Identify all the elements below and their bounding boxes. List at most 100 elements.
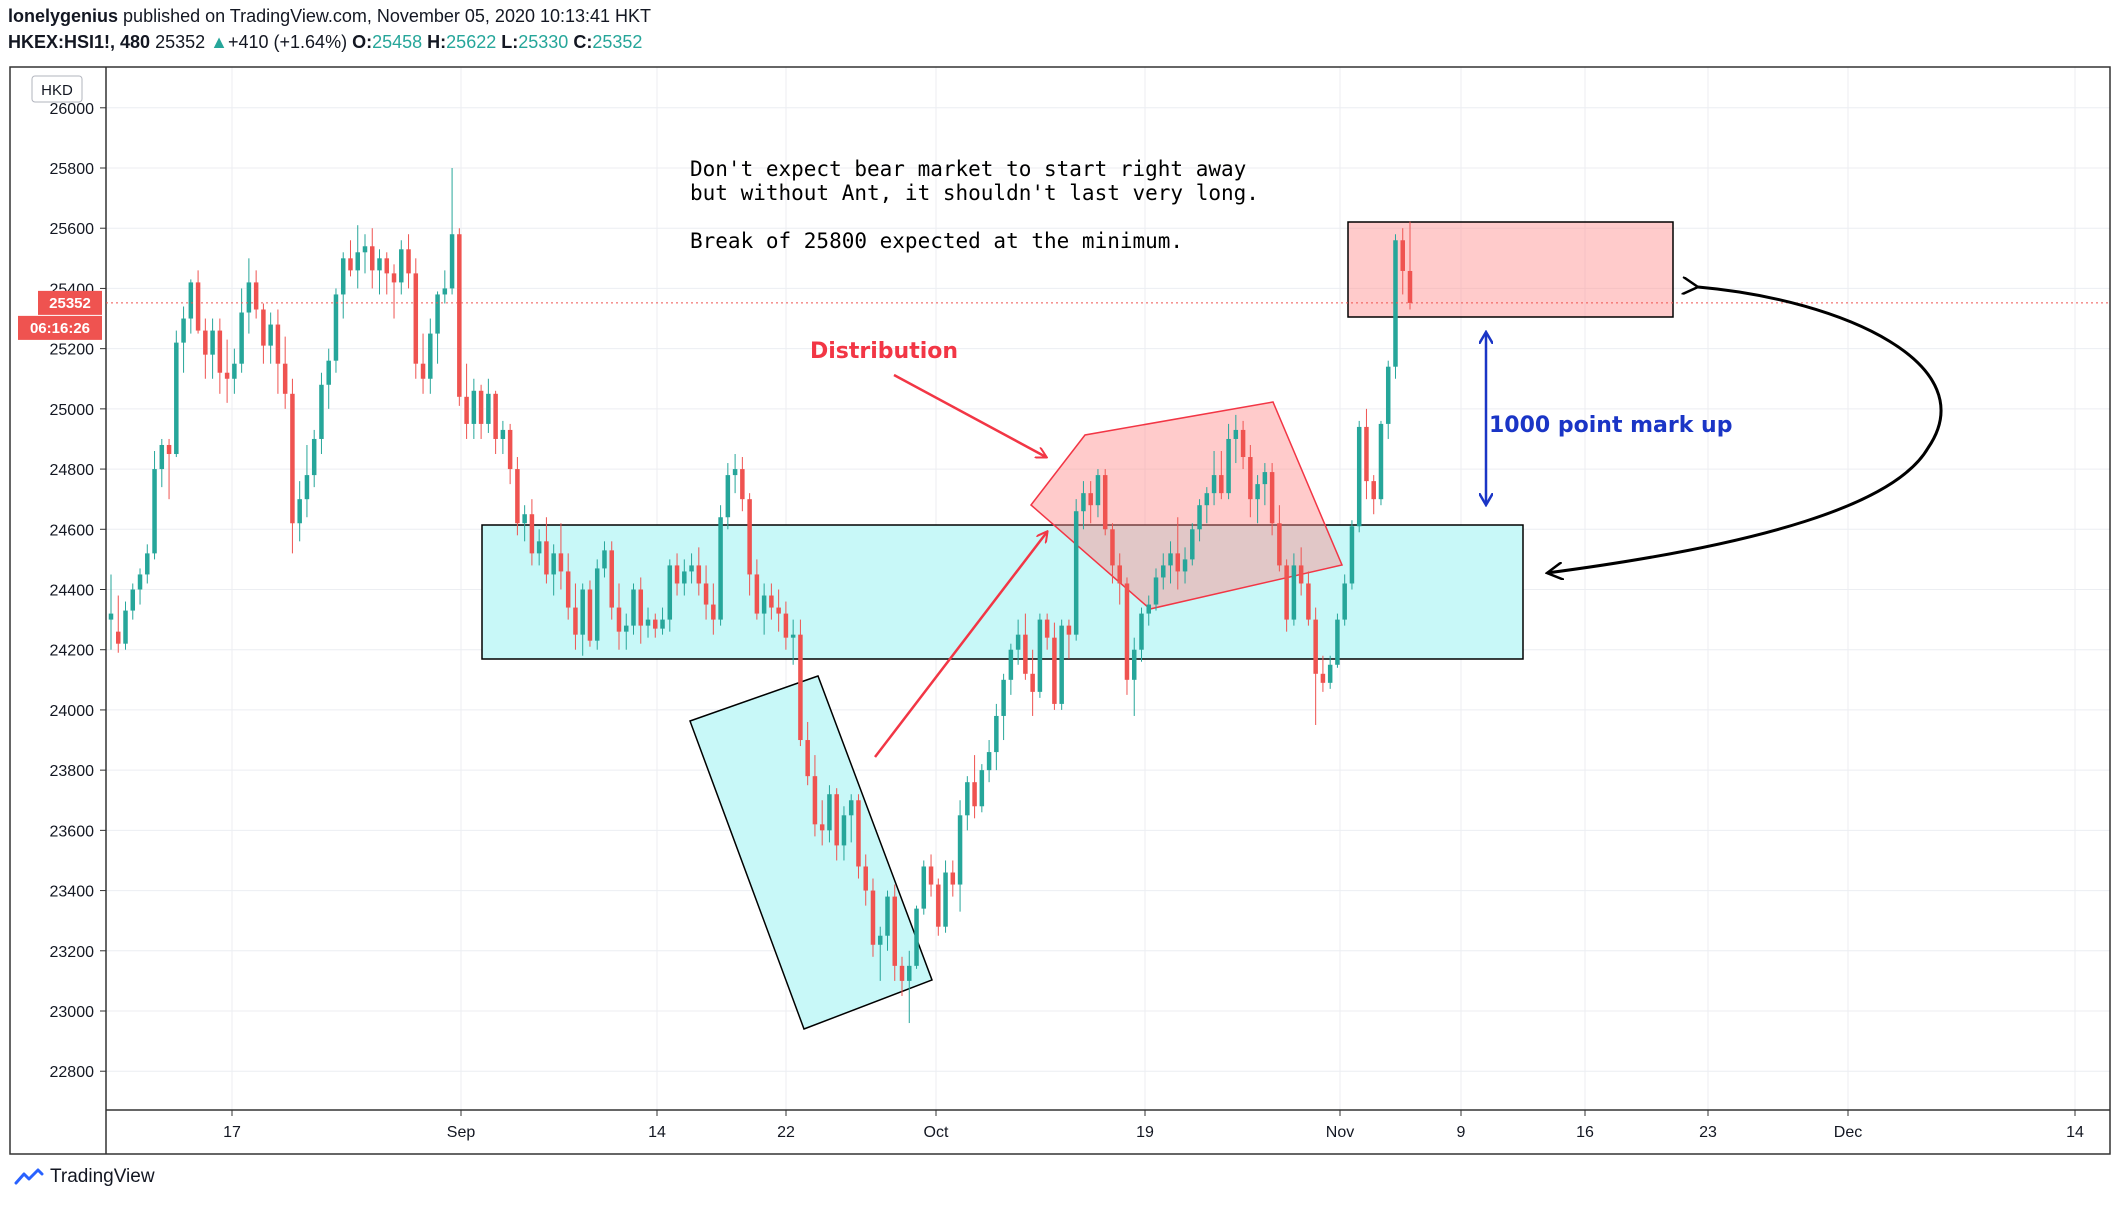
- candle-body: [1349, 526, 1355, 584]
- candle-body: [1371, 481, 1376, 500]
- time-tick-label: 14: [2066, 1124, 2084, 1141]
- candle-body: [1139, 613, 1144, 650]
- note-line-1[interactable]: Don't expect bear market to start right …: [690, 157, 1246, 181]
- note-line-2[interactable]: but without Ant, it shouldn't last very …: [690, 181, 1259, 205]
- time-tick-label: 9: [1457, 1124, 1466, 1141]
- candle-body: [1153, 577, 1159, 605]
- candle-body: [536, 541, 542, 554]
- distribution-zone[interactable]: [1029, 401, 1344, 610]
- candle-body: [217, 330, 223, 373]
- time-tick-label: Nov: [1326, 1124, 1354, 1141]
- candle-body: [108, 613, 114, 620]
- high-label: H:: [427, 32, 447, 52]
- candle-body: [1407, 270, 1413, 303]
- currency-badge[interactable]: [31, 75, 83, 103]
- candle-body: [515, 469, 520, 524]
- candle-body: [950, 872, 956, 885]
- candle-body: [282, 363, 288, 394]
- rally-arrow[interactable]: [874, 532, 1047, 758]
- candle-body: [1233, 429, 1239, 439]
- markup-label[interactable]: 1000 point mark up: [1489, 413, 1732, 438]
- candle-body: [1161, 565, 1166, 578]
- candle-body: [261, 309, 266, 346]
- candle-body: [116, 631, 121, 644]
- candle-body: [152, 469, 157, 554]
- candle-body: [1219, 475, 1224, 494]
- candle-body: [1378, 423, 1384, 500]
- candle-body: [1298, 565, 1304, 584]
- candle-body: [994, 715, 999, 753]
- candle-body: [348, 258, 353, 271]
- candle-body: [1335, 619, 1340, 665]
- candle-body: [819, 824, 825, 831]
- time-tick-label: 17: [223, 1124, 241, 1141]
- candle-body: [667, 565, 673, 620]
- candle-body: [1168, 553, 1173, 566]
- candle-body: [195, 282, 201, 331]
- candle-body: [965, 782, 970, 816]
- price-tick-label: 24200: [50, 643, 95, 660]
- candle-body: [805, 740, 810, 777]
- candle-body: [442, 288, 448, 295]
- candle-body: [623, 625, 629, 632]
- candle-body: [268, 324, 273, 346]
- candle-body: [936, 884, 941, 927]
- price-axis-labels: 22800 23000 23200 23400 23600 23800 24000 24200…: [50, 101, 106, 1081]
- candle-body: [1204, 493, 1210, 506]
- candle-body: [391, 273, 397, 283]
- distribution-label[interactable]: Distribution: [810, 339, 958, 364]
- candle-body: [834, 794, 839, 846]
- time-tick-label: 23: [1699, 1124, 1717, 1141]
- candle-body: [653, 619, 658, 629]
- symbol-name[interactable]: HKEX:HSI1!, 480: [8, 32, 151, 52]
- candle-body: [362, 246, 368, 253]
- candle-body: [841, 815, 847, 846]
- candle-body: [1342, 583, 1347, 620]
- candle-body: [210, 330, 215, 355]
- candle-body: [674, 565, 680, 584]
- candle-body: [986, 752, 992, 771]
- candle-body: [130, 589, 136, 611]
- published-text: published on TradingView.com, November 0…: [123, 6, 652, 26]
- candle-body: [645, 619, 651, 626]
- price-tick-label: 25600: [50, 221, 95, 238]
- candle-body: [1001, 679, 1006, 716]
- candle-body: [1066, 625, 1072, 635]
- time-tick-label: Sep: [447, 1124, 476, 1141]
- countdown-tag: [18, 315, 102, 340]
- candle-body: [551, 553, 556, 575]
- price-tick-label: 24800: [50, 462, 95, 479]
- candle-body: [1313, 619, 1318, 674]
- candle-body: [1226, 438, 1231, 494]
- candle-body: [224, 372, 230, 379]
- candle-body: [565, 571, 571, 608]
- candle-body: [957, 815, 963, 885]
- candle-body: [1175, 553, 1181, 572]
- price-tick-label: 22800: [50, 1064, 95, 1081]
- candle-body: [776, 607, 781, 614]
- candle-body: [1081, 493, 1086, 512]
- close-value: 25352: [592, 32, 643, 52]
- candle-body: [166, 444, 172, 455]
- candle-body: [406, 249, 411, 274]
- price-tick-label: 24400: [50, 583, 95, 600]
- candle-body: [928, 866, 934, 885]
- candle-body: [1095, 475, 1101, 506]
- countdown-tag-text: 06:16:26: [30, 320, 90, 337]
- price-tick-label: 24000: [50, 703, 95, 720]
- candle-body: [848, 800, 854, 816]
- candle-body: [594, 568, 600, 641]
- candle-body: [754, 574, 760, 614]
- price-tick-label: 26000: [50, 101, 95, 118]
- footer-brand[interactable]: TradingView: [14, 1166, 155, 1188]
- note-line-3[interactable]: Break of 25800 expected at the minimum.: [690, 229, 1183, 253]
- time-tick-label: Dec: [1834, 1124, 1862, 1141]
- candle-body: [907, 965, 912, 981]
- distribution-arrow[interactable]: [893, 373, 1046, 457]
- retest-curved-arrow[interactable]: [1547, 287, 1943, 573]
- chart-frame: [9, 66, 2111, 1155]
- candle-body: [972, 782, 977, 807]
- time-tick-label: 22: [777, 1124, 795, 1141]
- author-name[interactable]: lonelygenius: [8, 6, 119, 26]
